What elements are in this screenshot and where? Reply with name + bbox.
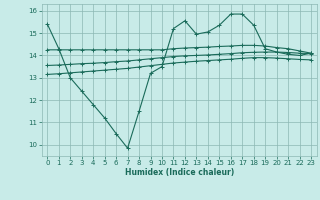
- X-axis label: Humidex (Indice chaleur): Humidex (Indice chaleur): [124, 168, 234, 177]
